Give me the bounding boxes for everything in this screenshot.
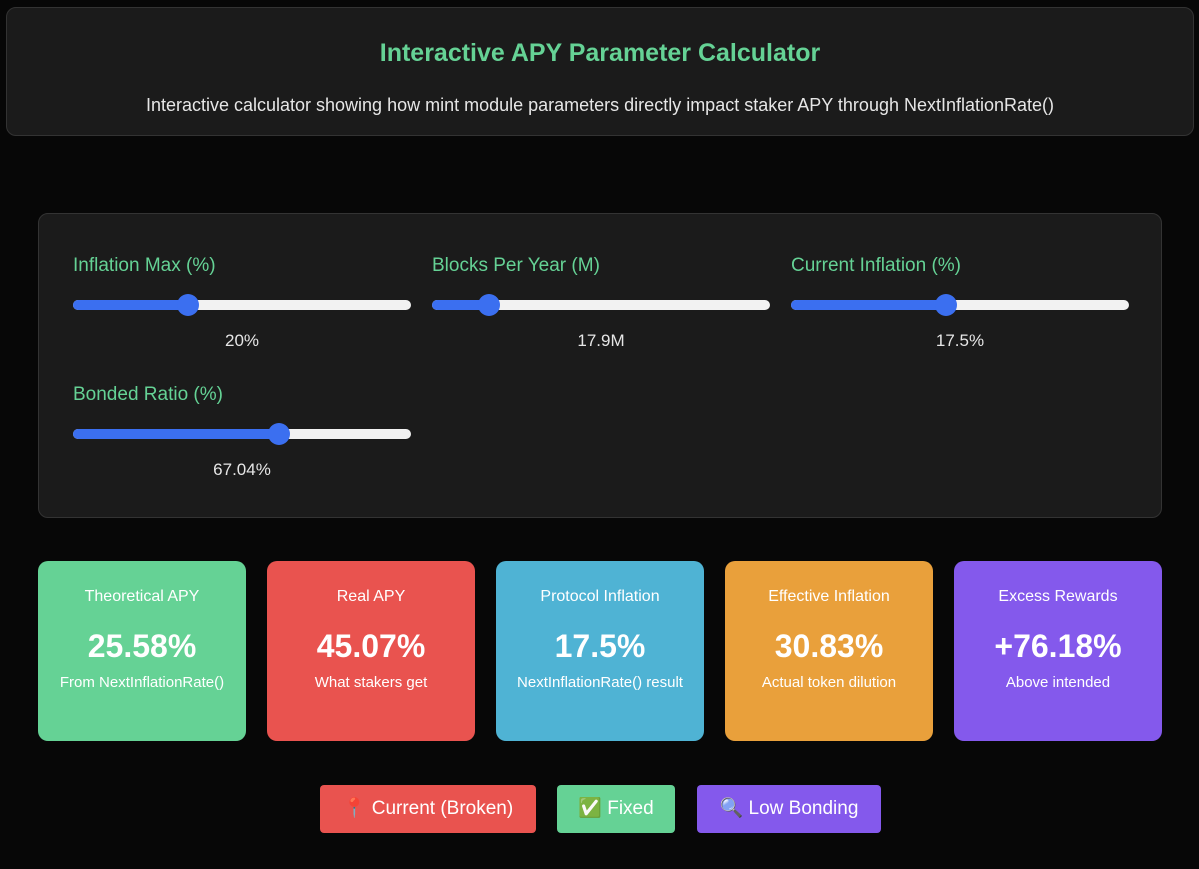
metric-card-real-apy: Real APY 45.07% What stakers get — [267, 561, 475, 741]
metric-card-protocol-inflation: Protocol Inflation 17.5% NextInflationRa… — [496, 561, 704, 741]
metric-label: Effective Inflation — [768, 588, 890, 605]
current-inflation-value: 17.5% — [935, 331, 985, 350]
metric-label: Theoretical APY — [84, 588, 200, 605]
blocks-per-year-label: Blocks Per Year (M) — [432, 255, 600, 276]
slider-thumb[interactable] — [268, 423, 290, 445]
inflation-max-value: 20% — [224, 331, 260, 350]
inflation-max-label: Inflation Max (%) — [73, 255, 216, 276]
slider-thumb[interactable] — [478, 294, 500, 316]
preset-current-broken-button[interactable]: 📍 Current (Broken) — [320, 785, 536, 833]
metric-description: Above intended — [1005, 674, 1111, 691]
metric-label: Real APY — [336, 588, 406, 605]
metric-card-effective-inflation: Effective Inflation 30.83% Actual token … — [725, 561, 933, 741]
metric-value: 45.07% — [316, 628, 426, 664]
metric-value: 17.5% — [554, 628, 646, 664]
metric-label: Excess Rewards — [998, 588, 1118, 605]
bonded-ratio-value: 67.04% — [213, 460, 271, 479]
blocks-per-year-slider[interactable] — [432, 294, 770, 316]
page-title: Interactive APY Parameter Calculator — [379, 39, 821, 67]
metric-description: From NextInflationRate() — [59, 674, 225, 691]
slider-track — [73, 300, 411, 310]
parameters-panel: Inflation Max (%) 20% Blocks Per Year (M… — [38, 213, 1162, 518]
slider-track — [791, 300, 1129, 310]
bonded-ratio-label: Bonded Ratio (%) — [73, 384, 223, 405]
metric-label: Protocol Inflation — [540, 588, 660, 605]
inflation-max-control: Inflation Max (%) 20% — [73, 254, 411, 352]
preset-fixed-button[interactable]: ✅ Fixed — [557, 785, 675, 833]
preset-low-bonding-button[interactable]: 🔍 Low Bonding — [697, 785, 881, 833]
metric-description: What stakers get — [314, 674, 428, 691]
current-inflation-control: Current Inflation (%) 17.5% — [791, 254, 1129, 352]
bonded-ratio-control: Bonded Ratio (%) 67.04% — [73, 383, 411, 481]
metric-description: NextInflationRate() result — [517, 674, 683, 691]
metric-value: 30.83% — [774, 628, 884, 664]
metric-description: Actual token dilution — [761, 674, 897, 691]
inflation-max-slider[interactable] — [73, 294, 411, 316]
current-inflation-slider[interactable] — [791, 294, 1129, 316]
metric-value: 25.58% — [87, 628, 197, 664]
slider-thumb[interactable] — [177, 294, 199, 316]
page-subtitle: Interactive calculator showing how mint … — [145, 95, 1055, 115]
slider-track — [432, 300, 770, 310]
slider-fill — [791, 300, 946, 310]
header-panel: Interactive APY Parameter Calculator Int… — [6, 7, 1194, 136]
blocks-per-year-value: 17.9M — [577, 331, 625, 350]
bonded-ratio-slider[interactable] — [73, 423, 411, 445]
slider-fill — [73, 429, 279, 439]
metric-card-excess-rewards: Excess Rewards +76.18% Above intended — [954, 561, 1162, 741]
blocks-per-year-control: Blocks Per Year (M) 17.9M — [432, 254, 770, 352]
current-inflation-label: Current Inflation (%) — [791, 255, 962, 276]
metric-card-theoretical-apy: Theoretical APY 25.58% From NextInflatio… — [38, 561, 246, 741]
metric-value: +76.18% — [994, 628, 1122, 664]
slider-fill — [73, 300, 188, 310]
slider-thumb[interactable] — [935, 294, 957, 316]
slider-fill — [432, 300, 489, 310]
